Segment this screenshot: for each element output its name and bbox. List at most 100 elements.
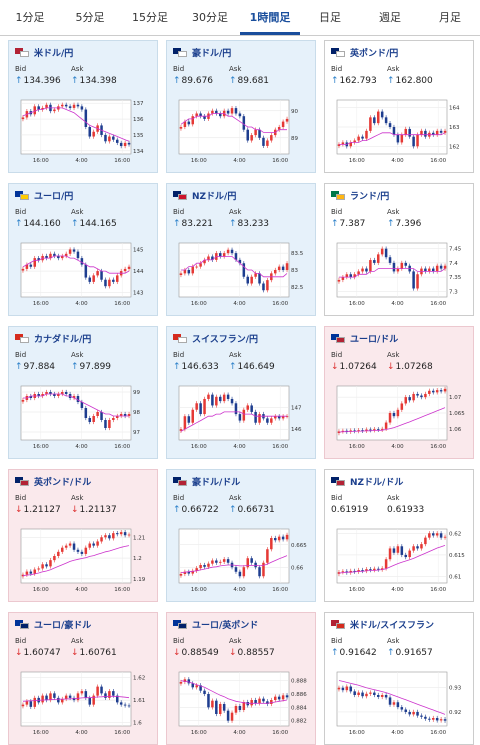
tab-1hour[interactable]: 1時間足 — [240, 0, 300, 35]
price-chart[interactable]: 1.07 1.065 1.06 16:00 4:00 16:00 — [331, 382, 467, 454]
price-chart[interactable]: 147 146 16:00 4:00 16:00 — [173, 382, 309, 454]
pair-name[interactable]: カナダドル/円 — [34, 334, 92, 345]
pair-name[interactable]: 英ポンド/ドル — [34, 477, 92, 488]
pair-name[interactable]: ランド/円 — [350, 191, 390, 202]
flag-icon — [15, 333, 29, 343]
y-tick-label: 1.06 — [449, 427, 462, 433]
bid-price: ↑89.676 — [173, 76, 229, 88]
tab-30min[interactable]: 30分足 — [192, 11, 228, 24]
pair-name[interactable]: ユーロ/英ポンド — [192, 620, 259, 631]
currency-card[interactable]: ユーロ/英ポンド Bid Ask ↓0.88549 ↓0.88557 0.888 0.886… — [166, 612, 316, 745]
y-tick-label: 164 — [449, 106, 460, 112]
arrow-up-icon: ↑ — [387, 648, 395, 658]
pair-name[interactable]: スイスフラン/円 — [192, 334, 259, 345]
candle — [277, 266, 281, 270]
tab-weekly[interactable]: 週足 — [379, 11, 401, 24]
candle — [203, 565, 206, 567]
arrow-up-icon: ↑ — [71, 76, 79, 86]
currency-card[interactable]: NZドル/円 Bid Ask ↑83.221 ↑83.233 83.5 83 82.5 16:0… — [166, 183, 316, 316]
candle — [345, 274, 349, 278]
candle — [187, 679, 191, 684]
candle — [250, 700, 253, 706]
currency-card[interactable]: 豪ドル/円 Bid Ask ↑89.676 ↑89.681 90 89 16:00 4:00 16… — [166, 40, 316, 173]
price-chart[interactable]: 99 98 97 16:00 4:00 16:00 — [15, 382, 151, 454]
tab-1min[interactable]: 1分足 — [15, 11, 45, 24]
pair-name[interactable]: ユーロ/円 — [34, 191, 74, 202]
candle — [285, 263, 289, 270]
price-chart[interactable]: 83.5 83 82.5 16:00 4:00 16:00 — [173, 239, 309, 311]
pair-name[interactable]: NZドル/円 — [192, 191, 237, 202]
candle — [64, 695, 68, 699]
bid-label: Bid — [331, 208, 343, 216]
bid-label: Bid — [173, 208, 185, 216]
candle — [230, 712, 234, 721]
pair-name[interactable]: 豪ドル/ドル — [192, 477, 241, 488]
card-header: カナダドル/円 — [15, 330, 151, 346]
currency-card[interactable]: 英ポンド/ドル Bid Ask ↓1.21127 ↓1.21137 1.21 1.2 1.19… — [8, 469, 158, 602]
candle — [341, 687, 345, 691]
ask-label: Ask — [71, 65, 84, 73]
candle — [428, 390, 431, 394]
price-row: ↑144.160 ↑144.165 — [15, 219, 151, 231]
pair-name[interactable]: 米ドル/円 — [34, 48, 74, 59]
candle — [254, 129, 257, 136]
candle — [254, 273, 257, 277]
candle — [29, 264, 33, 267]
tab-daily[interactable]: 日足 — [319, 11, 341, 24]
bid-price: ↑144.160 — [15, 219, 71, 231]
price-chart[interactable]: 0.93 0.92 16:00 4:00 16:00 — [331, 668, 467, 740]
pair-name[interactable]: 米ドル/スイスフラン — [350, 620, 435, 631]
candle — [431, 132, 435, 135]
price-chart[interactable]: 7.457.47.357.316:00 4:00 16:00 — [331, 239, 467, 311]
candle — [37, 106, 40, 110]
pair-name[interactable]: NZドル/ドル — [350, 477, 404, 488]
candle — [380, 248, 384, 255]
currency-card[interactable]: NZドル/ドル Bid Ask 0.61919 0.61933 0.62 0.615 0.61… — [324, 469, 474, 602]
x-tick-label: 16:00 — [349, 301, 365, 307]
currency-card[interactable]: カナダドル/円 Bid Ask ↑97.884 ↑97.899 99 98 97 16:00 4:… — [8, 326, 158, 459]
currency-card[interactable]: ユーロ/豪ドル Bid Ask ↓1.60747 ↓1.60761 1.62 1.61 1.6… — [8, 612, 158, 745]
candle — [341, 277, 345, 280]
pair-name[interactable]: 英ポンド/円 — [350, 48, 399, 59]
currency-card[interactable]: 豪ドル/ドル Bid Ask ↑0.66722 ↑0.66731 0.665 0.66 16:… — [166, 469, 316, 602]
candle — [357, 692, 360, 696]
currency-card[interactable]: スイスフラン/円 Bid Ask ↑146.633 ↑146.649 147 146 16:0… — [166, 326, 316, 459]
currency-card[interactable]: ユーロ/ドル Bid Ask ↓1.07264 ↓1.07268 1.07 1.065 1.0… — [324, 326, 474, 459]
candle — [396, 409, 400, 417]
candle — [341, 142, 345, 145]
currency-card[interactable]: ユーロ/円 Bid Ask ↑144.160 ↑144.165 145 144 143 16:0… — [8, 183, 158, 316]
price-chart[interactable]: 0.665 0.66 16:00 4:00 16:00 — [173, 525, 309, 597]
currency-card[interactable]: ランド/円 Bid Ask ↑7.387 ↑7.396 7.45 7.4 7.35 7.3 16:… — [324, 183, 474, 316]
tab-5min[interactable]: 5分足 — [75, 11, 105, 24]
candle — [349, 570, 353, 573]
currency-card[interactable]: 米ドル/円 Bid Ask ↑134.396 ↑134.398 137 136 135 134 1… — [8, 40, 158, 173]
tab-15min[interactable]: 15分足 — [132, 11, 168, 24]
price-chart[interactable]: 164 163 162 16:00 4:00 16:00 — [331, 96, 467, 168]
candle — [270, 538, 273, 550]
price-chart[interactable]: 90 89 16:00 4:00 16:00 — [173, 96, 309, 168]
x-tick-label: 16:00 — [33, 444, 49, 450]
currency-card[interactable]: 英ポンド/円 Bid Ask ↑162.793 ↑162.800 164 163 162 16:… — [324, 40, 474, 173]
candle — [76, 549, 80, 552]
x-tick-label: 4:00 — [75, 158, 88, 164]
pair-name[interactable]: ユーロ/豪ドル — [34, 620, 92, 631]
arrow-down-icon: ↓ — [71, 648, 79, 658]
currency-card[interactable]: 米ドル/スイスフラン Bid Ask ↑0.91642 ↑0.91657 0.93 0.92… — [324, 612, 474, 745]
pair-name[interactable]: 豪ドル/円 — [192, 48, 232, 59]
price-chart[interactable]: 1.621.611.616:00 4:00 16:00 — [15, 668, 151, 740]
pair-name[interactable]: ユーロ/ドル — [350, 334, 399, 345]
candle — [234, 706, 238, 713]
currency-grid: 米ドル/円 Bid Ask ↑134.396 ↑134.398 137 136 135 134 1… — [8, 40, 474, 745]
chart-plot-area — [20, 242, 132, 298]
candle — [76, 251, 80, 259]
candle — [416, 134, 419, 147]
x-tick-label: 4:00 — [75, 587, 88, 593]
tab-monthly[interactable]: 月足 — [439, 11, 461, 24]
price-labels: Bid Ask — [173, 65, 309, 74]
candle — [435, 390, 439, 393]
